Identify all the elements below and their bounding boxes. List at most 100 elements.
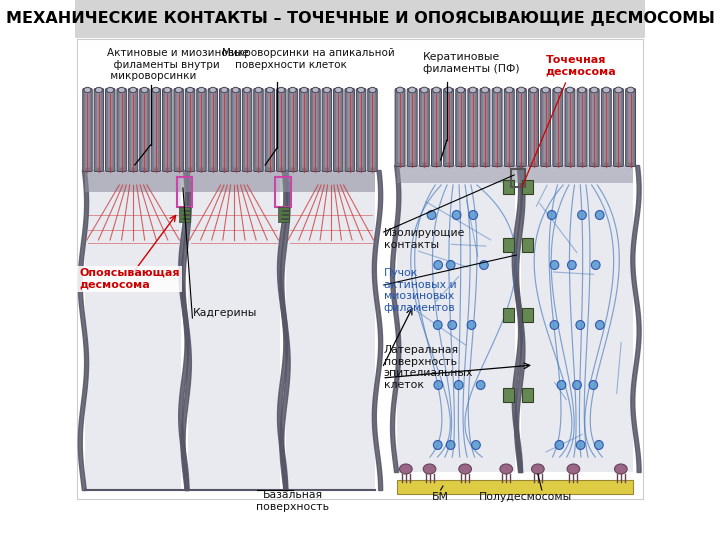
Ellipse shape bbox=[420, 87, 428, 93]
FancyBboxPatch shape bbox=[153, 92, 158, 167]
FancyBboxPatch shape bbox=[507, 92, 511, 163]
Text: Актиновые и миозиновые
  филаменты внутри
 микроворсинки: Актиновые и миозиновые филаменты внутри … bbox=[107, 48, 248, 81]
FancyBboxPatch shape bbox=[359, 92, 364, 167]
Ellipse shape bbox=[603, 87, 610, 93]
Ellipse shape bbox=[467, 321, 476, 329]
FancyBboxPatch shape bbox=[516, 89, 526, 166]
Ellipse shape bbox=[567, 260, 576, 269]
Ellipse shape bbox=[595, 441, 603, 449]
FancyBboxPatch shape bbox=[504, 89, 514, 166]
Ellipse shape bbox=[445, 87, 452, 93]
FancyBboxPatch shape bbox=[290, 92, 294, 167]
FancyBboxPatch shape bbox=[143, 92, 147, 167]
Ellipse shape bbox=[591, 260, 600, 269]
Ellipse shape bbox=[433, 87, 440, 93]
FancyBboxPatch shape bbox=[434, 92, 438, 163]
FancyBboxPatch shape bbox=[356, 89, 366, 172]
FancyBboxPatch shape bbox=[604, 92, 608, 163]
Ellipse shape bbox=[530, 87, 537, 93]
FancyBboxPatch shape bbox=[211, 92, 215, 167]
FancyBboxPatch shape bbox=[592, 92, 596, 163]
FancyBboxPatch shape bbox=[322, 89, 332, 172]
FancyBboxPatch shape bbox=[601, 89, 611, 166]
FancyBboxPatch shape bbox=[397, 92, 402, 163]
FancyBboxPatch shape bbox=[444, 89, 454, 166]
Ellipse shape bbox=[557, 381, 566, 389]
Ellipse shape bbox=[555, 441, 564, 449]
FancyBboxPatch shape bbox=[528, 89, 539, 166]
Ellipse shape bbox=[576, 441, 585, 449]
FancyBboxPatch shape bbox=[408, 89, 417, 166]
Ellipse shape bbox=[175, 87, 182, 93]
Ellipse shape bbox=[595, 321, 604, 329]
Text: Изолирующие
контакты: Изолирующие контакты bbox=[384, 228, 465, 249]
Ellipse shape bbox=[433, 321, 442, 329]
FancyBboxPatch shape bbox=[616, 92, 621, 163]
FancyBboxPatch shape bbox=[140, 89, 149, 172]
FancyBboxPatch shape bbox=[117, 89, 127, 172]
Ellipse shape bbox=[153, 87, 159, 93]
Text: БМ: БМ bbox=[432, 492, 449, 502]
Ellipse shape bbox=[433, 260, 443, 269]
FancyBboxPatch shape bbox=[629, 92, 633, 163]
FancyBboxPatch shape bbox=[179, 211, 190, 214]
FancyBboxPatch shape bbox=[503, 180, 514, 194]
Ellipse shape bbox=[459, 464, 472, 474]
FancyBboxPatch shape bbox=[492, 89, 502, 166]
Text: МЕХАНИЧЕСКИЕ КОНТАКТЫ – ТОЧЕЧНЫЕ И ОПОЯСЫВАЮЩИЕ ДЕСМОСОМЫ: МЕХАНИЧЕСКИЕ КОНТАКТЫ – ТОЧЕЧНЫЕ И ОПОЯС… bbox=[6, 11, 714, 26]
Ellipse shape bbox=[550, 260, 559, 269]
FancyBboxPatch shape bbox=[256, 92, 261, 167]
FancyBboxPatch shape bbox=[302, 92, 306, 167]
Ellipse shape bbox=[323, 87, 330, 93]
FancyBboxPatch shape bbox=[456, 89, 466, 166]
Text: Кадгерины: Кадгерины bbox=[192, 308, 257, 318]
Ellipse shape bbox=[95, 87, 102, 93]
FancyBboxPatch shape bbox=[348, 92, 352, 167]
Ellipse shape bbox=[289, 87, 296, 93]
FancyBboxPatch shape bbox=[208, 89, 217, 172]
FancyBboxPatch shape bbox=[253, 89, 264, 172]
Ellipse shape bbox=[232, 87, 239, 93]
FancyBboxPatch shape bbox=[300, 89, 309, 172]
FancyBboxPatch shape bbox=[480, 89, 490, 166]
FancyBboxPatch shape bbox=[577, 89, 587, 166]
Text: Базальная
поверхность: Базальная поверхность bbox=[256, 490, 329, 511]
FancyBboxPatch shape bbox=[541, 89, 551, 166]
FancyBboxPatch shape bbox=[544, 92, 548, 163]
Ellipse shape bbox=[567, 464, 580, 474]
Ellipse shape bbox=[312, 87, 319, 93]
Text: Точечная
десмосома: Точечная десмосома bbox=[546, 55, 616, 77]
FancyBboxPatch shape bbox=[279, 92, 284, 167]
Ellipse shape bbox=[469, 87, 477, 93]
FancyBboxPatch shape bbox=[108, 92, 112, 167]
FancyBboxPatch shape bbox=[580, 92, 585, 163]
FancyBboxPatch shape bbox=[395, 89, 405, 166]
Ellipse shape bbox=[550, 321, 559, 329]
Ellipse shape bbox=[423, 464, 436, 474]
FancyBboxPatch shape bbox=[521, 165, 634, 472]
FancyBboxPatch shape bbox=[468, 89, 478, 166]
FancyBboxPatch shape bbox=[197, 89, 206, 172]
Ellipse shape bbox=[408, 87, 416, 93]
FancyBboxPatch shape bbox=[482, 92, 487, 163]
FancyBboxPatch shape bbox=[410, 92, 415, 163]
FancyBboxPatch shape bbox=[131, 92, 135, 167]
Ellipse shape bbox=[531, 464, 544, 474]
FancyBboxPatch shape bbox=[265, 89, 274, 172]
Ellipse shape bbox=[198, 87, 205, 93]
Ellipse shape bbox=[433, 441, 442, 449]
Ellipse shape bbox=[446, 441, 455, 449]
Ellipse shape bbox=[107, 87, 114, 93]
FancyBboxPatch shape bbox=[522, 238, 533, 252]
FancyBboxPatch shape bbox=[287, 170, 375, 490]
FancyBboxPatch shape bbox=[188, 92, 192, 167]
Ellipse shape bbox=[576, 321, 585, 329]
FancyBboxPatch shape bbox=[368, 89, 377, 172]
Ellipse shape bbox=[615, 464, 627, 474]
Ellipse shape bbox=[278, 87, 285, 93]
FancyBboxPatch shape bbox=[522, 308, 533, 322]
Ellipse shape bbox=[346, 87, 354, 93]
FancyBboxPatch shape bbox=[336, 92, 341, 167]
Ellipse shape bbox=[472, 441, 480, 449]
FancyBboxPatch shape bbox=[83, 89, 92, 172]
